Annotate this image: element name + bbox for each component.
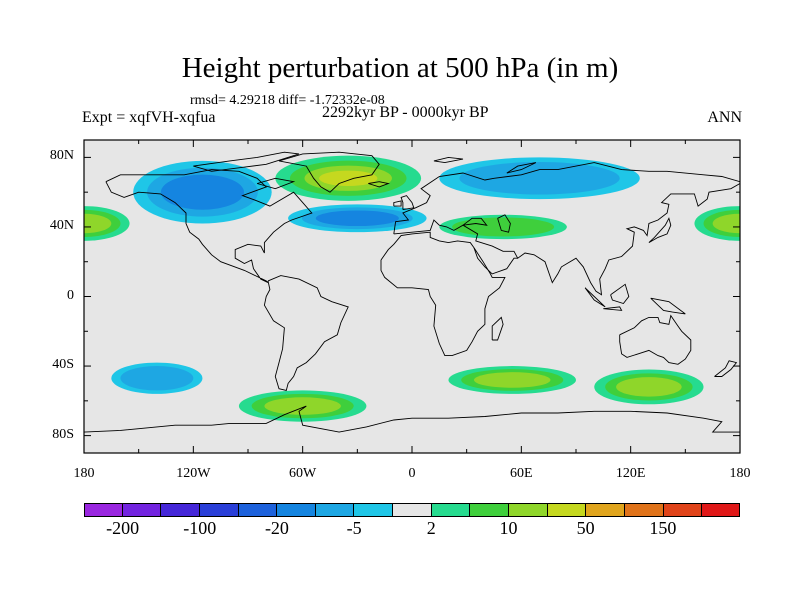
- lon-tick-label: 180: [73, 466, 95, 481]
- colorbar-label: -100: [183, 518, 217, 538]
- anomaly-contour: [120, 366, 194, 391]
- colorbar-label: 10: [499, 518, 518, 538]
- anomaly-contour: [84, 213, 112, 234]
- coastline-segment: [497, 214, 511, 233]
- coastline-segment: [393, 183, 740, 296]
- colorbar-label: 150: [649, 518, 677, 538]
- coastline-segment: [610, 283, 630, 305]
- coastline-segment: [380, 231, 506, 357]
- colorbar-cell: [315, 503, 355, 517]
- coastline-segment: [462, 217, 488, 226]
- lat-tick-label: 80N: [49, 148, 74, 164]
- coastline-segment: [491, 316, 504, 341]
- coastline-segment: [619, 314, 692, 365]
- colorbar-cell: [624, 503, 664, 517]
- anomaly-contour: [315, 210, 399, 227]
- experiment-label: Expt = xqfVH-xqfua: [82, 109, 216, 126]
- lat-tick-label: 80S: [52, 426, 74, 442]
- coastline-segment: [603, 306, 623, 311]
- anomaly-greenland-high: [275, 155, 422, 201]
- coastline-segment: [400, 195, 415, 211]
- map-title: Height perturbation at 500 hPa (in m): [181, 52, 619, 84]
- anomaly-north-atlantic-low: [288, 204, 427, 233]
- colorbar-label: -200: [106, 518, 140, 538]
- anomaly-eurasia-high: [439, 214, 567, 240]
- anomaly-pacific-high-east: [694, 206, 740, 241]
- anomaly-contour: [264, 397, 341, 415]
- colorbar-label: -20: [264, 518, 289, 538]
- anomaly-field: [84, 155, 740, 422]
- stats-label: rmsd= 4.29218 diff= -1.72332e-08: [190, 93, 385, 108]
- coastlines: [84, 151, 740, 433]
- coastline-segment: [650, 297, 686, 315]
- colorbar-cell: [586, 503, 625, 517]
- colorbar-cell: [547, 503, 587, 517]
- colorbar-label: 50: [576, 518, 595, 538]
- colorbar-cell: [238, 503, 278, 517]
- anomaly-contour: [712, 213, 740, 234]
- anomaly-north-america-low: [133, 160, 272, 224]
- season-label: ANN: [707, 109, 742, 126]
- colorbar-cell: [509, 503, 548, 517]
- colorbar-cell: [470, 503, 510, 517]
- coastline-segment: [393, 200, 402, 207]
- anomaly-contour: [452, 217, 555, 237]
- coastline-segment: [393, 162, 740, 234]
- colorbar-cell: [354, 503, 394, 517]
- colorbar-cell: [199, 503, 239, 517]
- lon-tick-label: 120W: [176, 466, 211, 481]
- coastline-segment: [278, 151, 380, 193]
- coastline-segment: [105, 169, 313, 284]
- coastline-segment: [506, 162, 537, 174]
- coastline-segment: [584, 287, 606, 308]
- anomaly-siberia-low: [439, 157, 640, 200]
- anomaly-south-atlantic-high: [238, 390, 367, 422]
- coastline-segment: [368, 181, 390, 188]
- period-label: 2292kyr BP - 0000kyr BP: [322, 104, 489, 121]
- anomaly-contour: [616, 377, 682, 397]
- coastline-segment: [433, 156, 464, 164]
- anomaly-contour: [319, 170, 378, 186]
- colorbar-cell: [702, 503, 740, 517]
- coastline-segment: [263, 275, 349, 391]
- lon-tick-label: 0: [408, 466, 416, 481]
- coastline-segment: [193, 151, 300, 172]
- lat-tick-label: 40S: [52, 357, 74, 373]
- anomaly-contour: [459, 161, 620, 195]
- colorbar-cell: [161, 503, 200, 517]
- colorbar-label: 2: [426, 518, 436, 538]
- colorbar-cell: [431, 503, 471, 517]
- anomaly-contour: [473, 372, 551, 388]
- colorbar-label: -5: [346, 518, 362, 538]
- coastline-segment: [256, 177, 296, 190]
- anomaly-contour: [160, 174, 244, 210]
- coastline-segment: [84, 405, 740, 433]
- anomaly-pacific-high-west: [84, 206, 130, 241]
- colorbar-cell: [84, 503, 123, 517]
- anomaly-australia-high: [594, 369, 704, 405]
- coastline-segment: [714, 360, 738, 377]
- anomaly-indian-ocean-high: [448, 366, 576, 394]
- lon-tick-label: 60E: [510, 466, 533, 481]
- coastline-segment: [473, 247, 518, 275]
- colorbar-cell: [663, 503, 703, 517]
- colorbar: [84, 503, 740, 517]
- coastline-segment: [648, 217, 672, 243]
- lat-tick-label: 40N: [49, 217, 74, 233]
- lon-tick-label: 60W: [289, 466, 317, 481]
- lat-tick-label: 0: [67, 287, 74, 303]
- colorbar-cell: [277, 503, 316, 517]
- lon-tick-label: 180: [729, 466, 751, 481]
- lon-tick-label: 120E: [615, 466, 646, 481]
- colorbar-cell: [393, 503, 432, 517]
- colorbar-cell: [122, 503, 162, 517]
- anomaly-south-pacific-low: [111, 362, 203, 394]
